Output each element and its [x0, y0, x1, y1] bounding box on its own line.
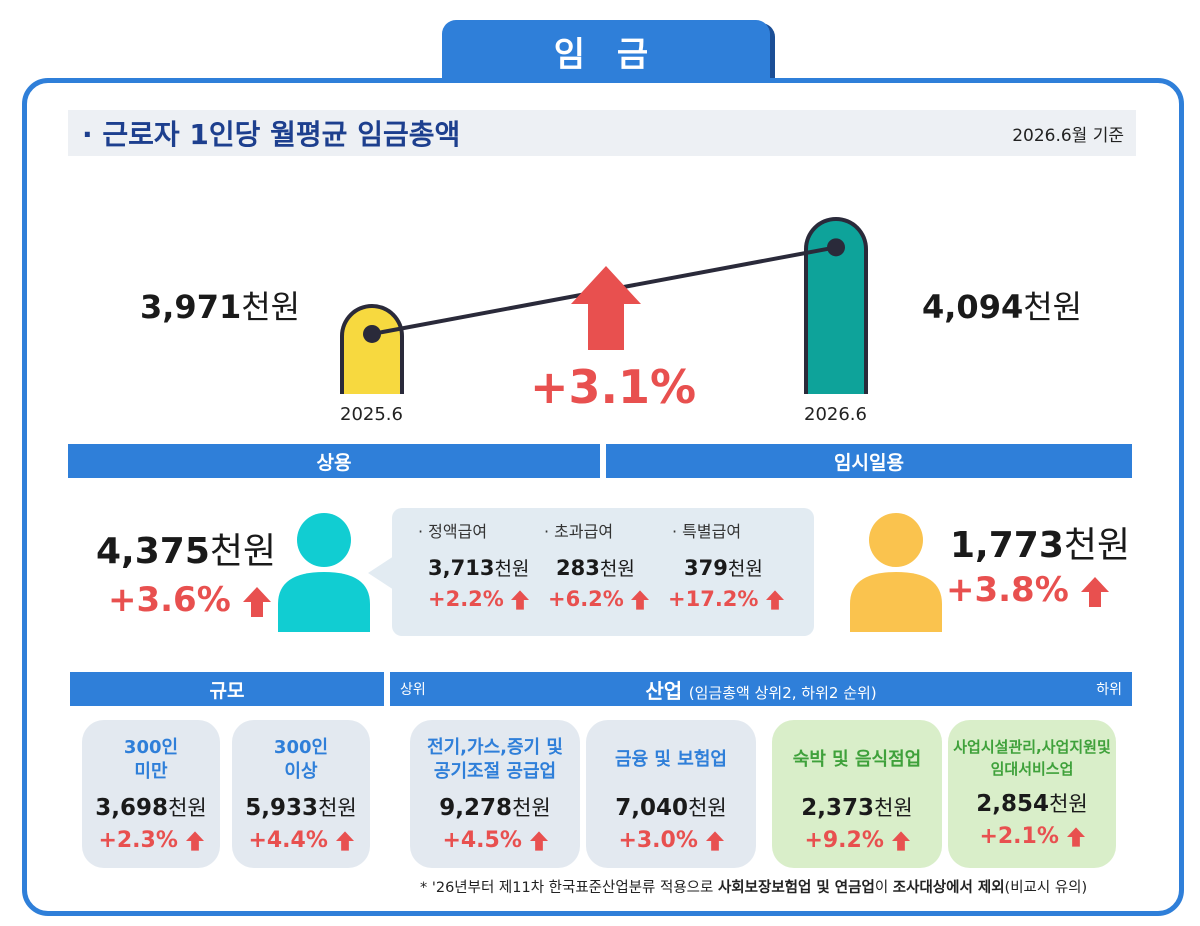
chart-value-label-2026: 4,094천원 — [922, 288, 1083, 326]
industry-card-finance: 금융 및 보험업 7,040천원 +3.0% — [586, 720, 756, 868]
temporary-value: 1,773천원 — [950, 525, 1131, 566]
section-size: 규모 — [70, 672, 384, 706]
regular-breakdown: · 정액급여 3,713천원 +2.2% · 초과급여 283천원 +6.2% … — [392, 508, 814, 636]
up-arrow-icon — [529, 831, 548, 851]
reference-date: 2026.6월 기준 — [1012, 125, 1124, 146]
component-special: · 특별급여 379천원 +17.2% — [668, 518, 802, 611]
industry-title: 산업 — [645, 678, 683, 703]
chart-bar-2026 — [804, 217, 868, 394]
section-regular: 상용 — [68, 444, 600, 478]
chart-category-2025: 2025.6 — [340, 404, 403, 425]
industry-subtitle: (임금총액 상위2, 하위2 순위) — [688, 683, 877, 702]
industry-card-hospitality: 숙박 및 음식점업 2,373천원 +9.2% — [772, 720, 942, 868]
footnote: * '26년부터 제11차 한국표준산업분류 적용으로 사회보장보험업 및 연금… — [420, 880, 1088, 896]
up-arrow-icon — [185, 831, 204, 851]
up-arrow-icon — [511, 590, 530, 610]
section-temporary: 임시일용 — [606, 444, 1132, 478]
up-arrow-icon — [1080, 576, 1109, 607]
size-card-under-300: 300인 미만 3,698천원 +2.3% — [82, 720, 220, 868]
chart-bar-2025 — [340, 303, 404, 394]
up-arrow-icon — [705, 831, 724, 851]
component-fixed: · 정액급여 3,713천원 +2.2% — [418, 522, 530, 611]
chart-category-2026: 2026.6 — [804, 404, 867, 425]
industry-bottom-tag: 하위 — [1096, 682, 1122, 698]
chart-change: +3.1% — [530, 360, 697, 414]
temporary-person-icon — [850, 513, 942, 632]
regular-value: 4,375천원 — [96, 531, 277, 572]
up-arrow-icon — [335, 831, 354, 851]
industry-top-tag: 상위 — [400, 682, 426, 698]
section-title: · 근로자 1인당 월평균 임금총액 — [82, 118, 461, 151]
industry-card-business-support: 사업시설관리,사업지원및 임대서비스업 2,854천원 +2.1% — [948, 720, 1116, 868]
section-header: · 근로자 1인당 월평균 임금총액 2026.6월 기준 — [68, 110, 1136, 156]
temporary-change: +3.8% — [946, 570, 1109, 610]
component-overtime: · 초과급여 283천원 +6.2% — [544, 518, 674, 611]
regular-change: +3.6% — [108, 580, 271, 620]
industry-card-utilities: 전기,가스,증기 및 공기조절 공급업 9,278천원 +4.5% — [410, 720, 580, 868]
up-arrow-icon — [631, 590, 650, 610]
up-arrow-icon — [765, 590, 784, 610]
up-arrow-icon — [891, 831, 910, 851]
speech-pointer — [368, 556, 394, 590]
up-arrow-icon — [1066, 827, 1085, 847]
regular-person-icon — [278, 513, 370, 632]
chart-value-label-2025: 3,971천원 — [140, 288, 301, 326]
size-card-over-300: 300인 이상 5,933천원 +4.4% — [232, 720, 370, 868]
section-industry: 상위 산업 (임금총액 상위2, 하위2 순위) 하위 — [390, 672, 1132, 706]
up-arrow-icon — [242, 586, 271, 617]
page-title: 임 금 — [442, 20, 770, 82]
